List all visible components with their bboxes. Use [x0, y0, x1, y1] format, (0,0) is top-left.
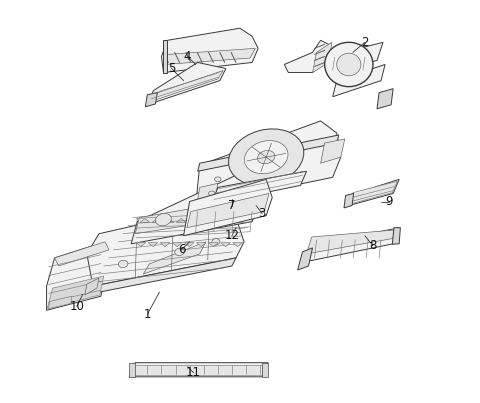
Text: 2: 2	[361, 36, 369, 49]
Polygon shape	[196, 121, 341, 206]
Polygon shape	[212, 171, 307, 204]
Ellipse shape	[197, 204, 211, 215]
Text: 9: 9	[385, 195, 393, 208]
Polygon shape	[160, 243, 170, 247]
Polygon shape	[152, 218, 162, 222]
Ellipse shape	[119, 260, 128, 268]
Polygon shape	[221, 243, 230, 247]
Text: 6: 6	[178, 243, 185, 256]
Polygon shape	[87, 206, 244, 286]
Polygon shape	[329, 42, 383, 73]
Polygon shape	[213, 218, 222, 222]
Text: 12: 12	[225, 229, 240, 242]
Ellipse shape	[324, 42, 373, 87]
Polygon shape	[131, 365, 262, 375]
Polygon shape	[351, 181, 397, 204]
Polygon shape	[172, 243, 182, 247]
Polygon shape	[89, 258, 236, 294]
Polygon shape	[377, 89, 393, 109]
Polygon shape	[55, 242, 109, 266]
Polygon shape	[349, 179, 399, 206]
Polygon shape	[304, 228, 399, 262]
Polygon shape	[312, 42, 332, 73]
Polygon shape	[198, 135, 339, 171]
Polygon shape	[143, 242, 206, 274]
Polygon shape	[147, 62, 226, 105]
Polygon shape	[321, 139, 345, 163]
Polygon shape	[145, 93, 157, 107]
Polygon shape	[151, 71, 223, 102]
Polygon shape	[161, 28, 258, 73]
Text: 7: 7	[228, 199, 236, 212]
Ellipse shape	[212, 239, 220, 245]
Polygon shape	[135, 197, 255, 234]
Polygon shape	[333, 64, 385, 97]
Polygon shape	[140, 218, 150, 222]
Ellipse shape	[175, 248, 184, 256]
Polygon shape	[48, 276, 104, 308]
Polygon shape	[129, 363, 135, 377]
Text: 5: 5	[168, 62, 175, 75]
Ellipse shape	[156, 214, 171, 226]
Ellipse shape	[215, 177, 221, 182]
Polygon shape	[166, 48, 255, 64]
Polygon shape	[129, 363, 268, 377]
Polygon shape	[344, 193, 354, 208]
Text: 8: 8	[369, 239, 377, 252]
Text: 3: 3	[258, 207, 266, 220]
Ellipse shape	[228, 129, 304, 185]
Polygon shape	[284, 40, 329, 73]
Ellipse shape	[337, 53, 361, 76]
Polygon shape	[47, 242, 109, 310]
Polygon shape	[176, 218, 186, 222]
Polygon shape	[392, 228, 400, 244]
Text: 1: 1	[144, 308, 151, 321]
Polygon shape	[209, 243, 218, 247]
Polygon shape	[148, 243, 158, 247]
Polygon shape	[189, 218, 198, 222]
Polygon shape	[307, 230, 398, 254]
Polygon shape	[298, 248, 312, 270]
Polygon shape	[85, 278, 99, 295]
Polygon shape	[164, 218, 174, 222]
Polygon shape	[262, 363, 268, 377]
Text: 11: 11	[186, 366, 201, 379]
Polygon shape	[233, 243, 242, 247]
Polygon shape	[131, 175, 258, 244]
Polygon shape	[163, 40, 168, 73]
Ellipse shape	[257, 151, 275, 164]
Polygon shape	[225, 218, 234, 222]
Polygon shape	[183, 179, 272, 236]
Polygon shape	[187, 193, 269, 228]
Polygon shape	[196, 243, 206, 247]
Polygon shape	[48, 296, 72, 309]
Polygon shape	[184, 243, 194, 247]
Text: 10: 10	[69, 300, 84, 313]
Polygon shape	[136, 243, 146, 247]
Polygon shape	[201, 218, 210, 222]
Ellipse shape	[244, 141, 288, 174]
Polygon shape	[198, 183, 218, 199]
Ellipse shape	[209, 191, 215, 196]
Text: 4: 4	[184, 50, 192, 63]
